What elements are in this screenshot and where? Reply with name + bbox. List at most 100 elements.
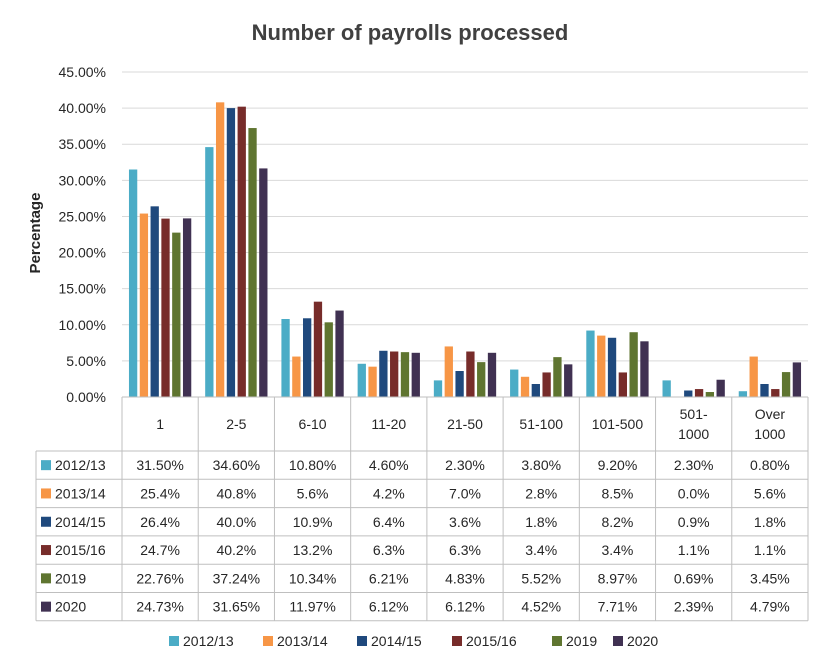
bar-2012-13-7 <box>662 380 671 397</box>
row-legend-key <box>41 573 51 584</box>
bar-2014-15-7 <box>684 390 693 397</box>
table-cell: 34.60% <box>213 457 260 473</box>
bar-2015-16-4 <box>466 351 475 397</box>
gridlines <box>122 71 808 398</box>
y-tick-label: 20.00% <box>59 245 106 261</box>
row-legend-key <box>41 460 51 471</box>
legend-swatch <box>552 636 562 646</box>
table-cell: 22.76% <box>136 570 183 586</box>
row-label: 2012/13 <box>55 457 106 473</box>
table-cell: 37.24% <box>213 570 260 586</box>
row-legend-key <box>41 545 51 556</box>
bar-2012-13-0 <box>128 169 138 397</box>
y-axis-label: Percentage <box>27 193 44 274</box>
bar-2019-8 <box>781 372 791 397</box>
y-tick-label: 0.00% <box>66 389 106 405</box>
bar-2014-15-3 <box>379 350 388 397</box>
bar-2020-6 <box>640 341 649 397</box>
table-cell: 3.4% <box>601 542 633 558</box>
table-cell: 8.5% <box>601 485 633 501</box>
table-cell: 10.80% <box>289 457 336 473</box>
bar-2020-3 <box>411 352 420 397</box>
legend-swatch <box>452 636 462 646</box>
table-cell: 9.20% <box>598 457 638 473</box>
bar-2019-3 <box>400 352 410 397</box>
bar-2013-14-8 <box>749 356 758 397</box>
bar-2012-13-5 <box>510 369 519 397</box>
bar-2015-16-0 <box>161 218 170 397</box>
table-cell: 3.6% <box>449 514 481 530</box>
table-cell: 0.80% <box>750 457 790 473</box>
y-tick-label: 30.00% <box>59 172 106 188</box>
table-cell: 2.30% <box>674 457 714 473</box>
bar-2015-16-8 <box>771 389 780 397</box>
bar-2012-13-6 <box>586 330 595 397</box>
legend: 2012/13 2013/14 2014/15 2015/16 2019 2020 <box>169 633 658 649</box>
bar-2012-13-2 <box>281 319 290 397</box>
table-cell: 6.12% <box>445 599 485 615</box>
table-cell: 1.8% <box>525 514 557 530</box>
table-cell: 31.65% <box>213 599 260 615</box>
category-label: 101-500 <box>592 416 644 432</box>
bar-2015-16-6 <box>618 372 627 397</box>
table-cell: 2.8% <box>525 485 557 501</box>
table-cell: 1.8% <box>754 514 786 530</box>
table-cell: 0.9% <box>678 514 710 530</box>
category-label: Over <box>755 406 786 422</box>
category-label: 6-10 <box>299 416 327 432</box>
bar-2012-13-4 <box>433 380 443 397</box>
row-label: 2015/16 <box>55 542 106 558</box>
table-cell: 10.9% <box>293 514 333 530</box>
table-cell: 25.4% <box>140 485 180 501</box>
bar-2013-14-1 <box>215 102 225 397</box>
table-cell: 40.0% <box>216 514 256 530</box>
legend-label: 2014/15 <box>371 633 422 649</box>
chart-title: Number of payrolls processed <box>252 20 569 45</box>
category-label: 11-20 <box>371 416 406 432</box>
legend-swatch <box>613 636 623 646</box>
bar-2014-15-5 <box>531 384 540 397</box>
category-label: 1000 <box>678 426 709 442</box>
bar-2020-7 <box>716 379 725 397</box>
table-cell: 1.1% <box>678 542 710 558</box>
table-cell: 6.21% <box>369 570 409 586</box>
bar-2014-15-0 <box>150 206 159 397</box>
table-cell: 4.2% <box>373 485 405 501</box>
bar-2013-14-4 <box>444 346 453 397</box>
bar-2014-15-4 <box>455 371 464 397</box>
bar-2013-14-5 <box>520 376 530 397</box>
category-label: 1 <box>156 416 164 432</box>
bar-2020-8 <box>792 362 802 397</box>
legend-label: 2012/13 <box>183 633 234 649</box>
bar-2013-14-6 <box>597 335 606 397</box>
table-cell: 6.3% <box>449 542 481 558</box>
bar-2014-15-8 <box>760 384 769 397</box>
table-cell: 4.60% <box>369 457 409 473</box>
y-tick-label: 40.00% <box>59 100 106 116</box>
y-axis-ticks: 0.00% 5.00% 10.00% 15.00% 20.00% 25.00% 30.00%… <box>59 64 106 405</box>
table-cell: 10.34% <box>289 570 336 586</box>
legend-label: 2019 <box>566 633 597 649</box>
bar-2013-14-3 <box>368 366 377 397</box>
table-cell: 0.0% <box>678 485 710 501</box>
y-tick-label: 45.00% <box>59 64 106 80</box>
bar-2020-5 <box>564 364 573 397</box>
legend-swatch <box>357 636 367 646</box>
category-label: 2-5 <box>226 416 246 432</box>
table-cell: 6.3% <box>373 542 405 558</box>
bar-2020-4 <box>487 352 497 397</box>
bar-2019-5 <box>553 357 562 397</box>
table-cell: 3.45% <box>750 570 790 586</box>
bar-2015-16-7 <box>694 389 704 397</box>
table-cell: 0.69% <box>674 570 714 586</box>
table-cell: 5.6% <box>754 485 786 501</box>
bar-2019-0 <box>172 232 181 397</box>
table-cell: 8.97% <box>598 570 638 586</box>
table-cell: 8.2% <box>601 514 633 530</box>
legend-label: 2015/16 <box>466 633 517 649</box>
row-legend-key <box>41 601 51 612</box>
table-cell: 40.8% <box>216 485 256 501</box>
bars <box>128 102 802 398</box>
legend-label: 2020 <box>627 633 658 649</box>
